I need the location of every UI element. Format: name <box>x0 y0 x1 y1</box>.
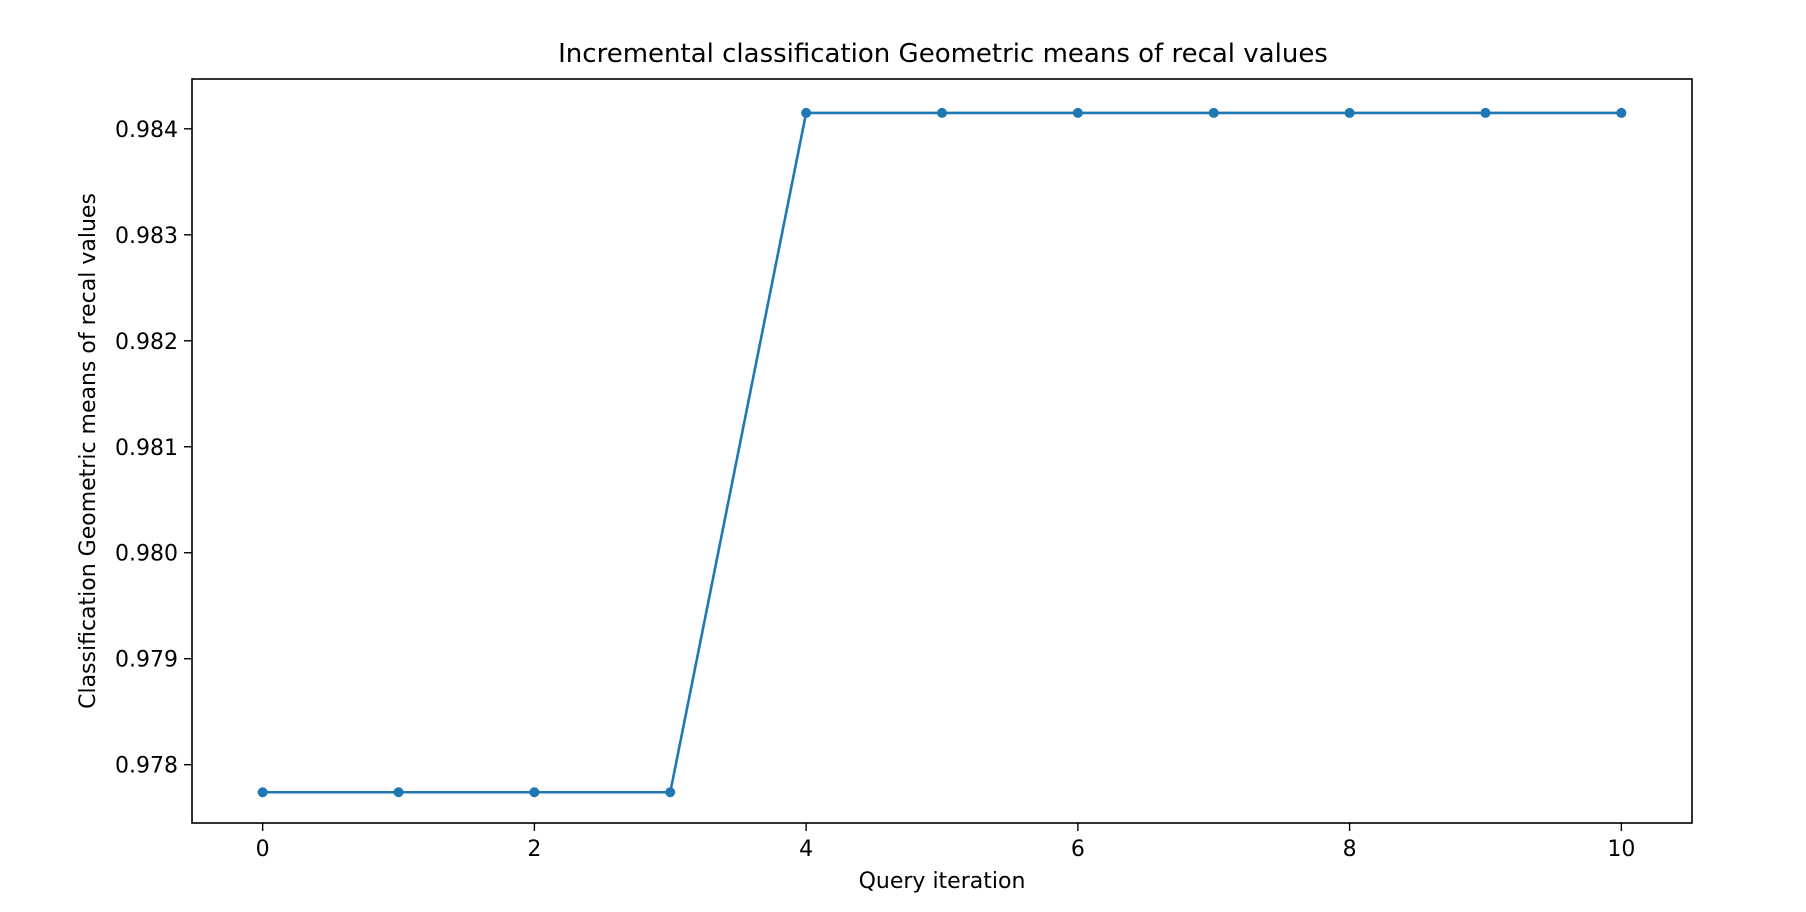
y-tick-label: 0.979 <box>115 648 178 673</box>
y-tick-label: 0.982 <box>115 330 178 355</box>
y-tick-label: 0.981 <box>115 436 178 461</box>
data-point <box>665 787 676 798</box>
data-point <box>1344 107 1355 118</box>
series-layer <box>257 107 1627 798</box>
x-tick-label: 10 <box>1607 837 1635 862</box>
data-point <box>1480 107 1491 118</box>
data-point <box>937 107 947 118</box>
x-tick-label: 8 <box>1343 837 1357 862</box>
y-tick-label: 0.978 <box>115 754 178 779</box>
data-point <box>257 787 268 798</box>
y-tick-label: 0.980 <box>115 542 178 567</box>
x-tick-label: 4 <box>799 837 813 862</box>
data-point <box>393 787 404 798</box>
x-axis-ticks: 0 2 4 6 8 10 <box>256 823 1635 862</box>
data-point <box>529 787 540 798</box>
y-tick-label: 0.983 <box>115 224 178 249</box>
data-point <box>1616 107 1627 118</box>
x-tick-label: 0 <box>256 837 270 862</box>
data-point <box>1208 107 1219 118</box>
x-tick-label: 2 <box>527 837 541 862</box>
plot-area-frame <box>191 78 1693 824</box>
data-point <box>1072 107 1083 118</box>
data-point <box>801 107 812 118</box>
series-line <box>262 111 1622 794</box>
y-tick-label: 0.984 <box>115 118 178 143</box>
x-tick-label: 6 <box>1071 837 1085 862</box>
chart-title: Incremental classification Geometric mea… <box>558 39 1328 69</box>
y-axis-label: Classification Geometric means of recal … <box>76 193 101 709</box>
x-axis-label: Query iteration <box>859 869 1026 894</box>
y-axis-ticks: 0.978 0.979 0.980 0.981 0.982 0.983 0.984 <box>115 118 192 779</box>
